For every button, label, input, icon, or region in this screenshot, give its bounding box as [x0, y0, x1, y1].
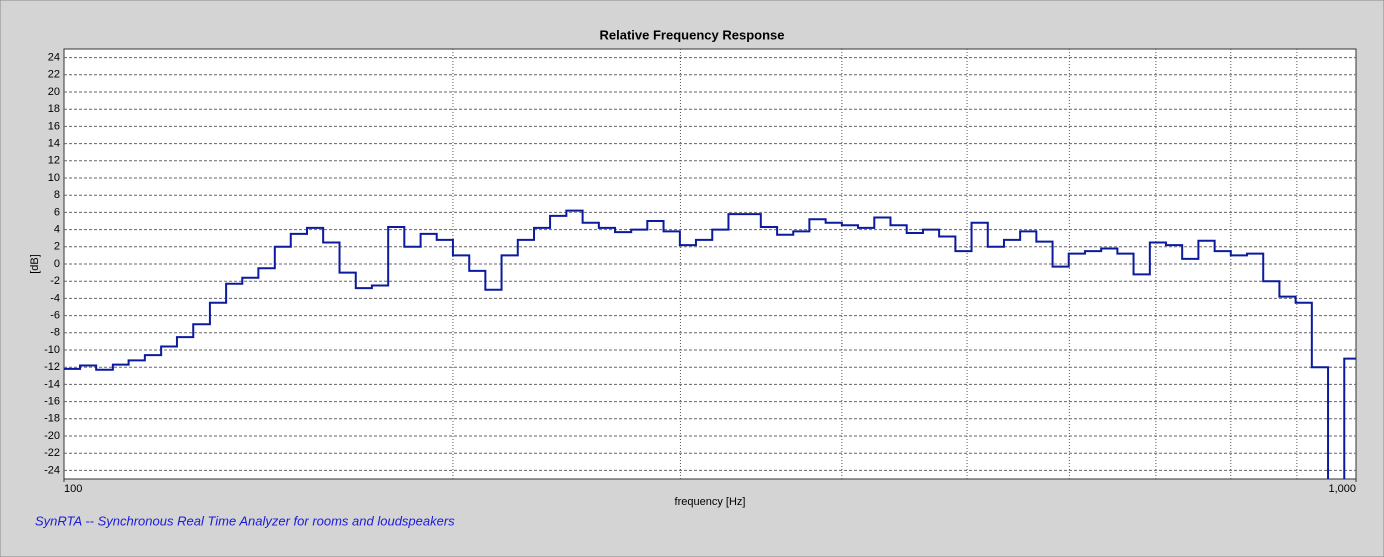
y-tick-label: -14 [44, 378, 60, 390]
footer-text: SynRTA -- Synchronous Real Time Analyzer… [35, 513, 455, 528]
x-tick-label: 1,000 [1328, 483, 1356, 495]
y-tick-label: -18 [44, 413, 60, 425]
y-tick-label: -12 [44, 361, 60, 373]
y-tick-label: 16 [48, 120, 60, 132]
y-tick-label: -4 [50, 292, 60, 304]
y-tick-label: 14 [48, 138, 60, 150]
y-tick-label: 10 [48, 172, 60, 184]
y-tick-label: -24 [44, 464, 60, 476]
y-axis-label: [dB] [29, 254, 41, 274]
response-line [64, 209, 1356, 479]
y-tick-label: 2 [54, 241, 60, 253]
y-tick-label: 4 [54, 224, 60, 236]
y-tick-label: 18 [48, 103, 60, 115]
y-tick-label: -16 [44, 396, 60, 408]
y-tick-label: 24 [48, 52, 60, 64]
chart-title: Relative Frequency Response [600, 27, 785, 42]
y-tick-label: 22 [48, 69, 60, 81]
y-tick-label: -8 [50, 327, 60, 339]
x-axis-label: frequency [Hz] [675, 496, 746, 508]
y-tick-label: 8 [54, 189, 60, 201]
x-tick-label: 100 [64, 483, 82, 495]
y-tick-label: -22 [44, 447, 60, 459]
y-tick-label: -2 [50, 275, 60, 287]
y-tick-label: 0 [54, 258, 60, 270]
y-tick-label: -10 [44, 344, 60, 356]
y-tick-label: 20 [48, 86, 60, 98]
y-tick-label: -6 [50, 310, 60, 322]
y-tick-label: -20 [44, 430, 60, 442]
y-tick-label: 6 [54, 206, 60, 218]
y-tick-label: 12 [48, 155, 60, 167]
